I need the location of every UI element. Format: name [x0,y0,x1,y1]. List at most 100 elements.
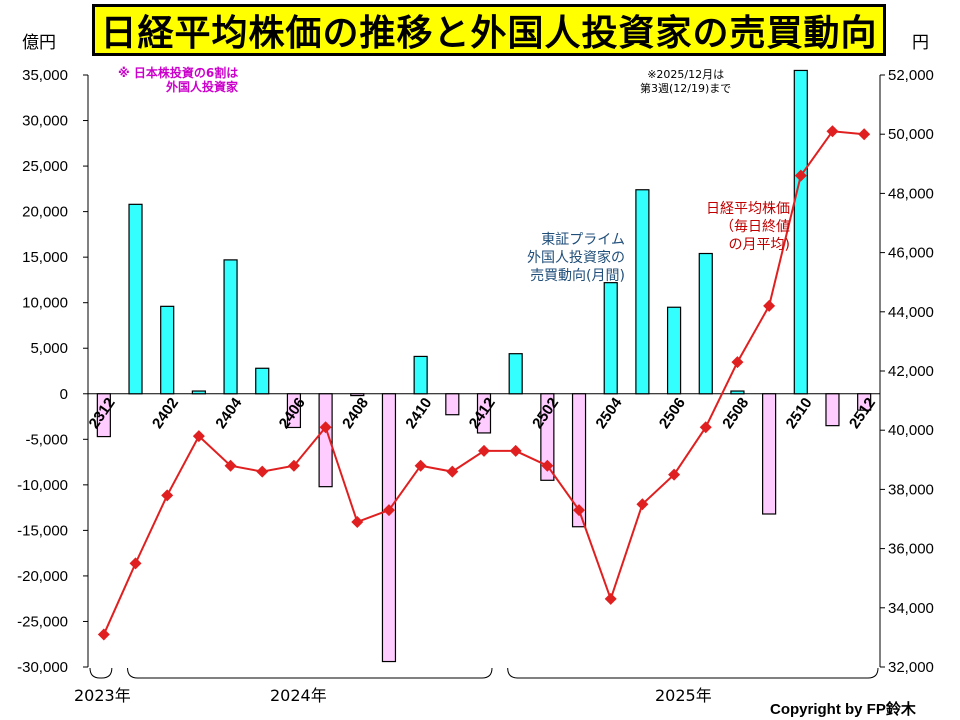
bar [191,390,206,395]
x-tick-label: 2502 [529,395,562,432]
bar [666,306,682,395]
bar [730,390,745,395]
right-tick-label: 34,000 [888,600,934,617]
noteRight-line: 第3週(12/19)まで [640,82,732,95]
right-tick-label: 36,000 [888,541,934,558]
year-bracket [127,667,493,679]
x-tick-label: 2408 [339,395,372,432]
noteLeft-line: ※ 日本株投資の6割は [118,66,239,80]
noteLeft-line: 外国人投資家 [166,80,239,94]
left-tick-label: 10,000 [22,295,68,312]
line-series-label: 日経平均株価 （毎日終値 の月平均) [706,201,790,253]
right-axis-unit: 円 [912,33,929,53]
x-tick-label: 2504 [592,394,625,432]
line-point [319,421,332,434]
left-tick-label: -5,000 [25,431,68,448]
left-tick-label: -20,000 [17,568,68,585]
line-point [604,592,617,605]
year-bracket [507,667,879,679]
right-tick-label: 48,000 [888,185,934,202]
line-point [192,430,205,443]
bar [603,282,618,395]
line-point [541,459,554,472]
chart-title-box: 日経平均株価の推移と外国人投資家の売買動向 [92,4,886,56]
line-point [699,421,712,434]
axes [83,74,885,679]
bar [96,393,111,438]
line-point [351,515,364,528]
left-tick-label: -25,000 [17,613,68,630]
line-point [256,465,269,478]
right-tick-label: 46,000 [888,245,934,262]
line-point [224,459,237,472]
bar [445,393,460,416]
line-point [794,169,807,182]
left-tick-label: -30,000 [17,659,68,676]
left-tick-label: 25,000 [22,158,68,175]
left-tick-label: 30,000 [22,113,68,130]
bar [635,189,650,395]
year-label-2024: 2024年 [270,686,327,705]
bar [508,353,523,395]
x-tick-label: 2508 [719,395,752,432]
right-tick-label: 44,000 [888,304,934,321]
right-tick-label: 38,000 [888,481,934,498]
left-tick-label: 5,000 [30,340,68,357]
right-tick-label: 40,000 [888,422,934,439]
bar [698,252,713,395]
x-tick-label: 2406 [276,395,309,432]
year-bracket [89,667,113,679]
right-tick-label: 32,000 [888,659,934,676]
bar [857,393,872,411]
noteRight-line: ※2025/12月は [647,68,725,81]
bar [223,259,238,395]
x-tick-label: 2404 [212,394,245,432]
left-axis-unit: 億円 [22,33,56,53]
bar [128,203,143,395]
line-point [478,444,490,457]
line-point [668,468,681,481]
left-tick-label: 15,000 [22,249,68,266]
line-point [636,498,649,511]
x-tick-label: 2312 [86,395,119,432]
line-point [161,489,174,502]
bar [350,393,365,397]
x-tick-label: 2412 [466,395,499,432]
left-tick-label: 0 [60,386,68,403]
x-tick-label: 2410 [402,395,435,432]
line-point [129,557,142,570]
bar [476,393,492,434]
right-tick-label: 42,000 [888,363,934,380]
line-point [382,504,395,517]
line-point [731,356,744,369]
line-point [287,459,300,472]
note-foreign-share: ※ 日本株投資の6割は 外国人投資家 [118,66,238,94]
left-tick-label: -15,000 [17,522,68,539]
x-tick-label: 2506 [656,395,689,432]
line-point [826,125,839,138]
right-tick-label: 50,000 [888,126,934,143]
chart-title: 日経平均株価の推移と外国人投資家の売買動向 [100,13,878,54]
line-point [763,299,776,312]
year-label-2025: 2025年 [655,686,712,705]
line-point [414,459,427,472]
copyright: Copyright by FP鈴木 [770,701,916,718]
x-tick-label: 2402 [149,395,182,432]
line-series [97,125,871,641]
note-december-partial: ※2025/12月は 第3週(12/19)まで [640,68,731,96]
x-tick-label: 2510 [783,395,816,432]
bar [571,393,587,528]
bar [793,69,808,395]
line-point [573,504,586,517]
bar [318,393,333,488]
bar-series [96,69,872,663]
x-tick-label: 2512 [846,395,879,432]
year-label-2023: 2023年 [74,686,131,705]
bar-series-label: 東証プライム 外国人投資家の 売買動向(月間) [527,232,625,284]
line-point [446,465,459,478]
bar [762,393,777,515]
bar [160,305,175,395]
left-tick-label: -10,000 [17,477,68,494]
line-point [97,628,110,641]
